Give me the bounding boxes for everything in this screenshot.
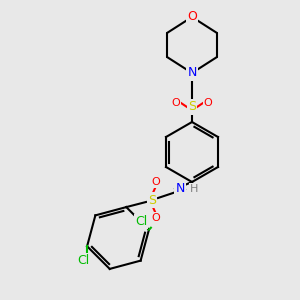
Text: O: O — [152, 177, 160, 187]
Text: Cl: Cl — [77, 254, 89, 267]
Text: S: S — [188, 100, 196, 113]
Text: O: O — [172, 98, 180, 108]
Text: N: N — [175, 182, 185, 196]
Text: N: N — [187, 67, 197, 80]
Text: O: O — [152, 213, 160, 223]
Text: S: S — [148, 194, 156, 206]
Text: O: O — [204, 98, 212, 108]
Text: H: H — [190, 184, 198, 194]
Text: Cl: Cl — [135, 215, 147, 228]
Text: O: O — [187, 11, 197, 23]
